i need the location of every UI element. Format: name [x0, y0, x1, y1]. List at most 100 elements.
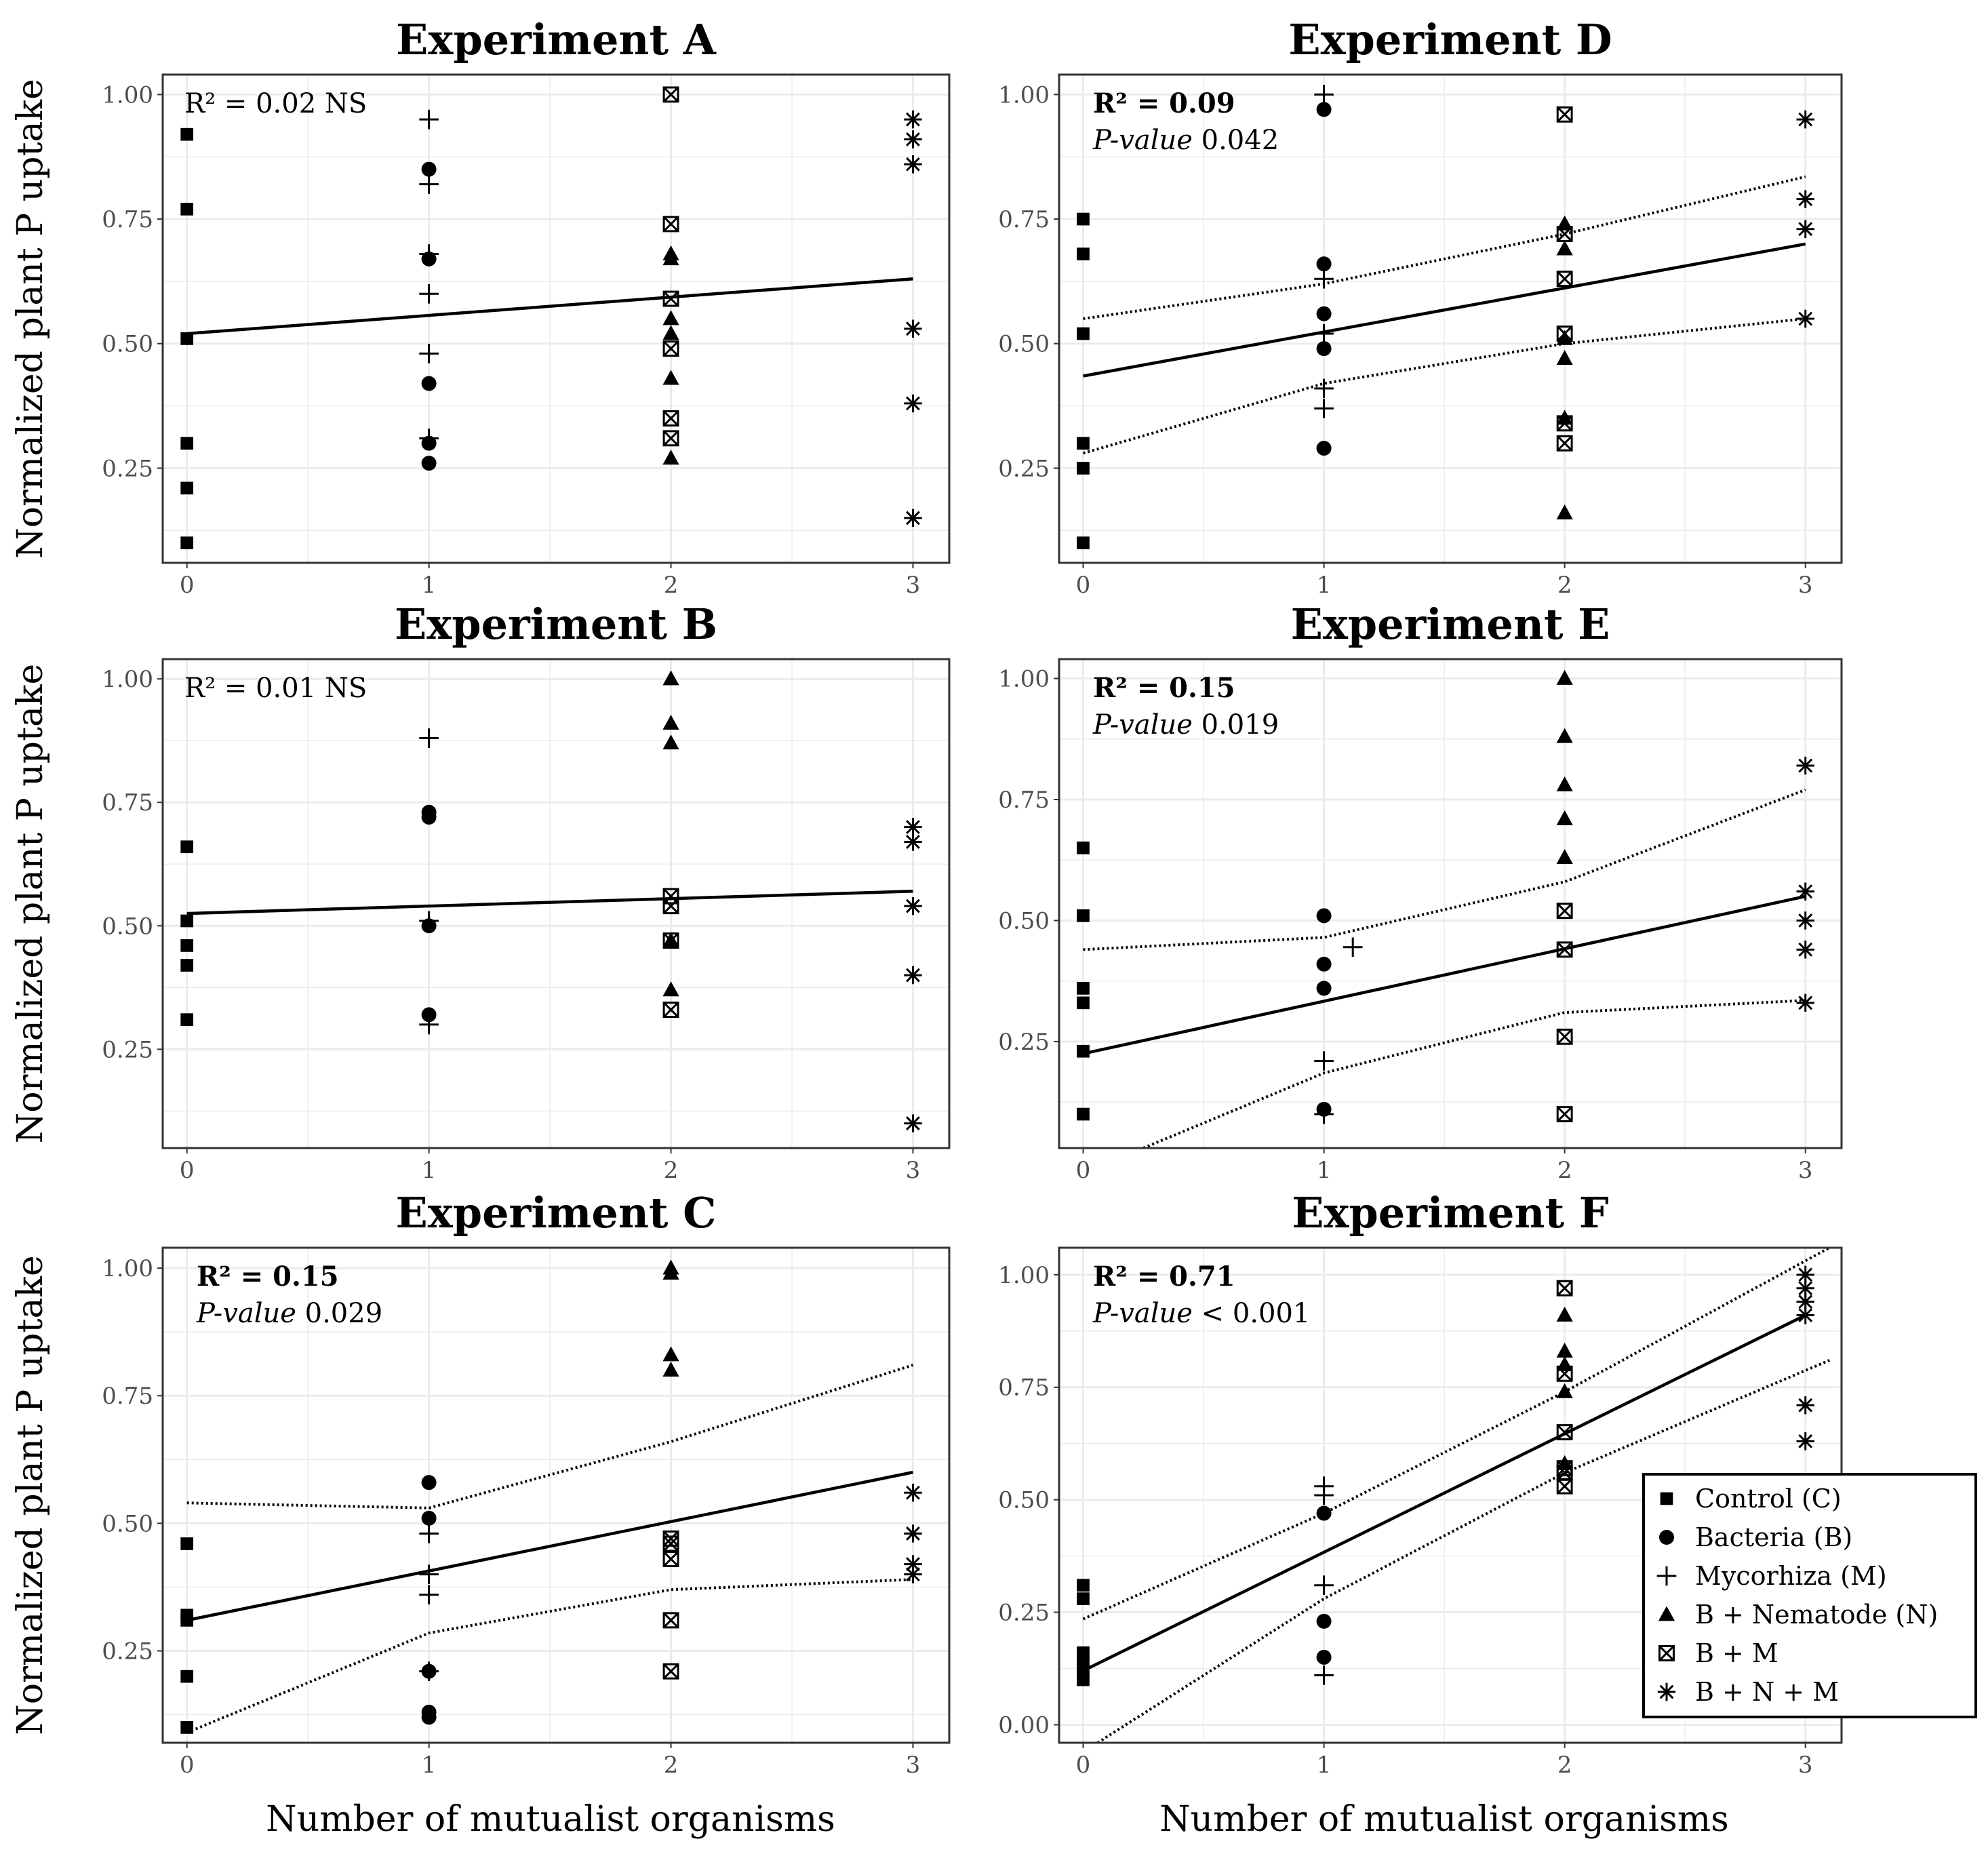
y-tick-label: 0.75 — [102, 789, 153, 816]
legend-marker-c — [1660, 1492, 1673, 1505]
r-squared-label: R² = 0.01 NS — [184, 673, 367, 704]
ci-upper-line — [1083, 175, 1806, 320]
data-point-m — [1314, 1575, 1334, 1596]
legend-marker-bnm — [1657, 1682, 1676, 1701]
data-point-b — [1316, 908, 1332, 924]
y-tick-label: 0.25 — [998, 1600, 1050, 1627]
p-value-label: P-value < 0.001 — [1092, 1298, 1310, 1329]
data-point-bnm — [904, 966, 922, 985]
data-point-b — [421, 161, 437, 177]
x-tick-label: 2 — [1557, 1752, 1572, 1779]
data-point-b — [1316, 981, 1332, 996]
data-point-m — [419, 1014, 439, 1035]
data-point-b — [1316, 341, 1332, 357]
data-point-c — [1077, 1107, 1090, 1121]
regression-line — [1082, 1314, 1806, 1672]
legend-marker-bm — [1658, 1645, 1675, 1661]
data-point-c — [180, 959, 194, 972]
data-points — [1077, 1265, 1814, 1686]
panel-title: Experiment E — [1291, 599, 1610, 649]
data-point-b — [421, 810, 437, 825]
panel-border — [161, 1246, 951, 1744]
x-axis-label-right: Number of mutualist organisms — [1159, 1799, 1729, 1840]
data-point-c — [180, 1614, 194, 1627]
y-tick-label: 0.50 — [998, 907, 1050, 934]
data-point-bn — [662, 450, 679, 465]
data-point-bnm — [904, 394, 922, 413]
data-point-m — [419, 109, 439, 130]
data-point-bm — [662, 86, 679, 103]
y-tick-label: 0.75 — [998, 206, 1050, 233]
p-value-label: P-value 0.019 — [1092, 709, 1279, 741]
ci-lower-line — [1096, 1359, 1831, 1743]
legend-item-label: Bacteria (B) — [1695, 1522, 1852, 1552]
data-point-c — [1077, 437, 1090, 450]
legend-item-label: B + M — [1695, 1638, 1778, 1668]
data-point-bnm — [904, 833, 922, 851]
y-tick-label: 1.00 — [102, 81, 153, 108]
data-point-m — [1314, 1104, 1334, 1124]
data-point-b — [421, 1475, 437, 1490]
y-tick-label: 1.00 — [998, 1262, 1050, 1289]
data-point-c — [1077, 1592, 1090, 1605]
y-tick-label: 0.50 — [998, 1487, 1050, 1514]
data-point-bn — [662, 1264, 679, 1280]
x-tick-label: 1 — [1317, 1752, 1332, 1779]
data-point-bnm — [1796, 1265, 1814, 1284]
data-point-b — [1316, 1505, 1332, 1521]
x-tick-label: 1 — [1317, 1157, 1332, 1184]
panel-title: Experiment C — [396, 1188, 717, 1238]
data-point-bm — [1556, 1028, 1573, 1045]
data-point-bn — [662, 250, 679, 266]
data-point-bn — [1556, 669, 1573, 685]
data-point-m — [1314, 1665, 1334, 1685]
gridlines — [1059, 75, 1842, 563]
gridlines — [1059, 659, 1842, 1148]
regression-line — [186, 1470, 913, 1622]
data-point-c — [180, 914, 194, 928]
data-point-bm — [1556, 325, 1573, 342]
panel-experiment-c: 0 1 2 3 0.25 0.50 0.75 1.00 Experiment C R² = 0.1… — [10, 1188, 951, 1779]
data-point-m — [1314, 378, 1334, 399]
ci-lower-line — [1082, 317, 1806, 455]
data-point-bm — [1556, 435, 1573, 452]
data-points — [180, 86, 922, 549]
legend-marker-b — [1659, 1530, 1674, 1545]
data-point-m — [419, 1564, 439, 1584]
data-points — [180, 670, 922, 1132]
data-point-c — [180, 840, 194, 854]
legend-box — [1642, 1473, 1977, 1718]
p-value-label: P-value 0.029 — [196, 1298, 382, 1329]
y-tick-label: 0.50 — [998, 331, 1050, 358]
data-point-bnm — [904, 509, 922, 528]
panel-title: Experiment A — [396, 15, 717, 64]
y-tick-label: 1.00 — [998, 666, 1050, 693]
x-tick-label: 3 — [906, 572, 921, 599]
data-point-b — [1316, 441, 1332, 456]
data-point-c — [1077, 248, 1090, 260]
data-point-bm — [1556, 271, 1573, 288]
data-point-c — [1077, 212, 1090, 226]
data-point-bnm — [1796, 1292, 1814, 1311]
data-points — [1077, 85, 1814, 549]
x-tick-label: 3 — [906, 1752, 921, 1779]
data-point-bn — [662, 670, 679, 686]
data-point-c — [1077, 996, 1090, 1010]
data-point-bm — [1556, 106, 1573, 123]
y-tick-label: 0.75 — [102, 1383, 153, 1410]
y-axis-label: Normalized plant P uptake — [10, 1255, 51, 1735]
y-tick-label: 0.00 — [998, 1712, 1050, 1739]
data-point-bn — [1556, 350, 1573, 366]
data-point-c — [1077, 1579, 1090, 1592]
regression-line — [186, 277, 913, 336]
data-point-m — [419, 174, 439, 194]
plot-area — [163, 1248, 949, 1743]
data-point-bnm — [1796, 110, 1814, 129]
data-point-bm — [662, 1612, 679, 1629]
p-value-label: P-value 0.042 — [1092, 125, 1279, 156]
panel-experiment-b: 0 1 2 3 0.25 0.50 0.75 1.00 Experiment B R² = 0.0… — [10, 599, 951, 1184]
data-point-c — [1077, 982, 1090, 995]
data-point-m — [419, 1524, 439, 1543]
x-tick-label: 2 — [664, 572, 679, 599]
